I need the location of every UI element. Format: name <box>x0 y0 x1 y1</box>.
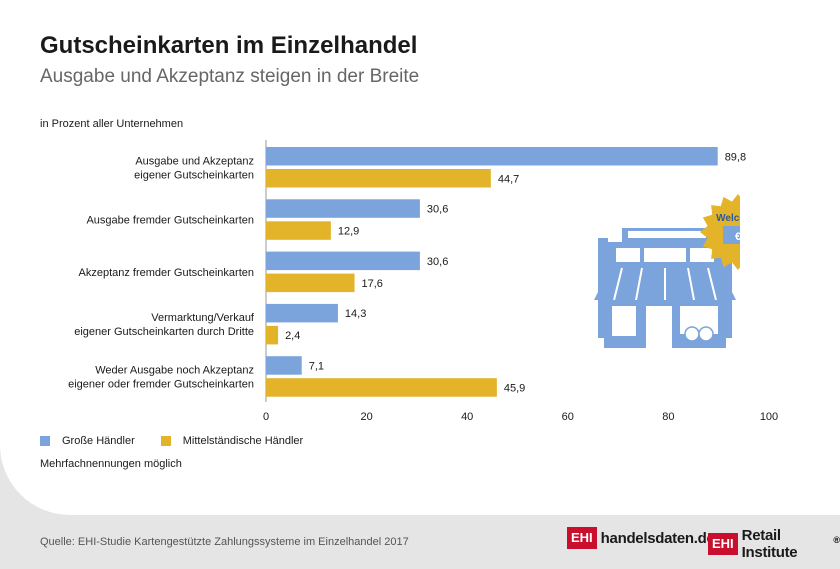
chart-legend: Große Händler Mittelständische Händler <box>40 435 329 447</box>
category-label: Akzeptanz fremder Gutscheinkarten <box>79 267 254 279</box>
legend-swatch <box>160 436 171 446</box>
x-tick-label: 40 <box>461 411 473 423</box>
bar-grosse-0 <box>266 147 718 166</box>
category-label: Ausgabe fremder Gutscheinkarten <box>86 215 254 227</box>
x-tick-label: 20 <box>360 411 372 423</box>
x-tick-label: 60 <box>562 411 574 423</box>
bar-mittel-3 <box>266 325 279 345</box>
unit-note: in Prozent aller Unternehmen <box>40 118 184 130</box>
bar-mittel-0 <box>266 169 491 188</box>
bar-chart: 0 20 40 60 80 100 89,8 44,7 Ausgabe und Akzeptan… <box>68 140 778 423</box>
category-label: Vermarktung/Verkauf eigener Gutscheinkart… <box>74 312 255 338</box>
source-note: Quelle: EHI-Studie Kartengestützte Zahlu… <box>40 536 409 548</box>
registered-mark: ® <box>833 535 840 545</box>
data-label: 45,9 <box>504 382 525 394</box>
legend-item-grosse-haendler: Große Händler <box>40 435 135 447</box>
data-label: 89,8 <box>725 151 746 163</box>
data-label: 2,4 <box>285 330 300 342</box>
logo-text: Retail Institute <box>741 527 798 561</box>
legend-label: Mittelständische Händler <box>182 435 304 447</box>
logo-box: EHI <box>567 527 597 549</box>
legend-item-mittelstaendische-haendler: Mittelständische Händler <box>160 435 304 447</box>
chart-title: Gutscheinkarten im Einzelhandel <box>40 32 418 59</box>
category-label: Weder Ausgabe noch Akzeptanz eigener oder… <box>68 364 254 390</box>
bar-grosse-2 <box>266 251 420 271</box>
ehi-retail-institute-logo: EHI Retail Institute ® <box>708 527 840 561</box>
bar-mittel-4 <box>266 378 497 397</box>
footnote: Mehrfachnennungen möglich <box>40 458 182 470</box>
data-label: 7,1 <box>309 360 324 372</box>
x-tick-label: 80 <box>662 411 674 423</box>
bar-mittel-2 <box>266 273 355 293</box>
chart-subtitle: Ausgabe und Akzeptanz steigen in der Bre… <box>40 66 420 87</box>
shop-icon: Welcome € <box>594 194 740 348</box>
handelsdaten-logo: EHI handelsdaten.de <box>567 527 715 549</box>
x-tick-label: 100 <box>760 411 778 423</box>
data-label: 30,6 <box>427 256 448 268</box>
legend-swatch <box>40 436 50 446</box>
category-label: Ausgabe und Akzeptanz eigener Gutscheinka… <box>134 155 254 181</box>
data-label: 30,6 <box>427 204 448 216</box>
euro-symbol: € <box>735 231 740 243</box>
data-label: 14,3 <box>345 308 366 320</box>
data-label: 17,6 <box>362 278 383 290</box>
bar-grosse-1 <box>266 199 420 218</box>
bar-mittel-1 <box>266 221 331 240</box>
data-label: 44,7 <box>498 173 519 185</box>
logo-box: EHI <box>708 533 738 555</box>
legend-label: Große Händler <box>62 435 135 447</box>
x-tick-label: 0 <box>263 411 269 423</box>
welcome-badge-text: Welcome <box>716 213 740 224</box>
data-label: 12,9 <box>338 226 359 238</box>
logo-text: handelsdaten.de <box>600 529 715 547</box>
bar-grosse-3 <box>266 303 338 323</box>
bar-grosse-4 <box>266 356 302 375</box>
